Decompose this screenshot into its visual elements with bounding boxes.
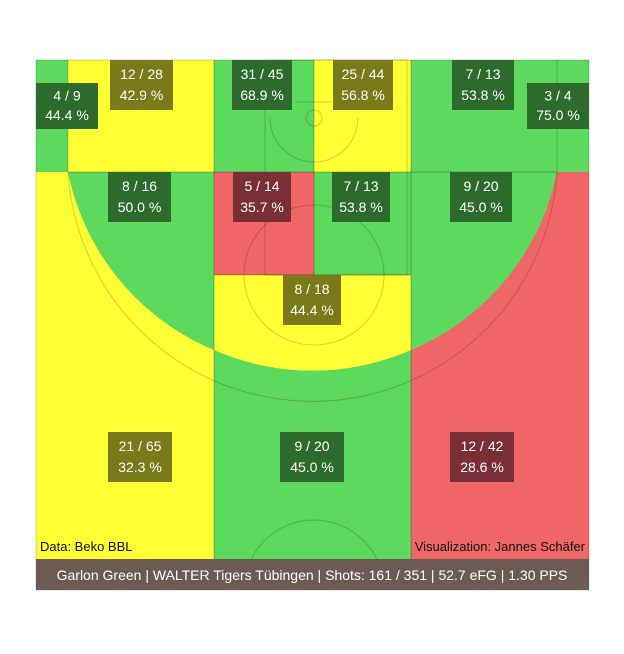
zone-percentage: 50.0 % bbox=[118, 199, 162, 215]
zone-label-top-of-key-two: 8 / 18 44.4 % bbox=[283, 275, 341, 325]
zone-made-attempts: 21 / 65 bbox=[119, 438, 162, 454]
zone-made-attempts: 5 / 14 bbox=[244, 178, 279, 194]
zone-percentage: 28.6 % bbox=[460, 459, 504, 475]
zone-label-top-three: 9 / 20 45.0 % bbox=[280, 432, 344, 482]
zone-label-left-baseline-two: 7 / 13 53.8 % bbox=[452, 60, 514, 110]
zone-percentage: 75.0 % bbox=[536, 107, 580, 123]
zone-made-attempts: 12 / 42 bbox=[461, 438, 504, 454]
zone-made-attempts: 25 / 44 bbox=[342, 66, 385, 82]
zone-label-right-baseline-two: 12 / 28 42.9 % bbox=[110, 60, 173, 110]
zone-made-attempts: 8 / 16 bbox=[122, 178, 157, 194]
summary-bar bbox=[36, 559, 589, 590]
zone-percentage: 44.4 % bbox=[45, 107, 89, 123]
zone-label-box bbox=[108, 432, 172, 482]
zone-percentage: 42.9 % bbox=[120, 87, 164, 103]
zone-made-attempts: 4 / 9 bbox=[53, 87, 80, 103]
zone-made-attempts: 9 / 20 bbox=[463, 178, 498, 194]
zone-label-box bbox=[332, 172, 390, 222]
zone-made-attempts: 3 / 4 bbox=[544, 87, 571, 103]
zone-label-paint-right: 5 / 14 35.7 % bbox=[233, 172, 291, 222]
zone-percentage: 53.8 % bbox=[461, 87, 505, 103]
zone-left-wing-two bbox=[411, 172, 557, 350]
zone-made-attempts: 31 / 45 bbox=[241, 66, 284, 82]
zone-made-attempts: 12 / 28 bbox=[120, 66, 163, 82]
zone-made-attempts: 8 / 18 bbox=[294, 281, 329, 297]
zone-label-box bbox=[108, 172, 171, 222]
zone-label-box bbox=[232, 60, 292, 110]
zone-made-attempts: 7 / 13 bbox=[343, 178, 378, 194]
zone-label-box bbox=[283, 275, 341, 325]
zone-percentage: 32.3 % bbox=[118, 459, 162, 475]
zone-label-paint-left: 7 / 13 53.8 % bbox=[332, 172, 390, 222]
zone-label-box bbox=[36, 83, 98, 129]
visualization-credit: Visualization: Jannes Schäfer bbox=[415, 539, 586, 554]
zone-percentage: 45.0 % bbox=[290, 459, 334, 475]
zone-made-attempts: 7 / 13 bbox=[465, 66, 500, 82]
summary-text: Garlon Green | WALTER Tigers Tübingen | … bbox=[57, 567, 568, 583]
zone-label-right-wing-two: 8 / 16 50.0 % bbox=[108, 172, 171, 222]
zone-label-box bbox=[452, 60, 514, 110]
zone-percentage: 56.8 % bbox=[341, 87, 385, 103]
zone-percentage: 53.8 % bbox=[339, 199, 383, 215]
zone-label-box bbox=[233, 172, 291, 222]
zone-right-wing-two bbox=[68, 172, 214, 350]
zone-percentage: 45.0 % bbox=[459, 199, 503, 215]
zone-percentage: 35.7 % bbox=[240, 199, 284, 215]
zone-label-restricted-area-left: 25 / 44 56.8 % bbox=[333, 60, 393, 110]
zone-label-left-wing-two: 9 / 20 45.0 % bbox=[450, 172, 512, 222]
zone-label-right-wing-three: 21 / 65 32.3 % bbox=[108, 432, 172, 482]
zone-label-left-corner-three: 3 / 4 75.0 % bbox=[527, 83, 589, 129]
zone-label-left-wing-three: 12 / 42 28.6 % bbox=[450, 432, 514, 482]
source-credit: Data: Beko BBL bbox=[40, 539, 133, 554]
zone-label-box bbox=[450, 172, 512, 222]
zone-label-restricted-area-right: 31 / 45 68.9 % bbox=[232, 60, 292, 110]
zone-label-box bbox=[450, 432, 514, 482]
zone-made-attempts: 9 / 20 bbox=[294, 438, 329, 454]
zone-percentage: 68.9 % bbox=[240, 87, 284, 103]
zone-label-box bbox=[110, 60, 173, 110]
zone-label-right-corner-three: 4 / 9 44.4 % bbox=[36, 83, 98, 129]
zone-label-box bbox=[527, 83, 589, 129]
zone-label-box bbox=[333, 60, 393, 110]
zone-percentage: 44.4 % bbox=[290, 302, 334, 318]
zone-label-box bbox=[280, 432, 344, 482]
